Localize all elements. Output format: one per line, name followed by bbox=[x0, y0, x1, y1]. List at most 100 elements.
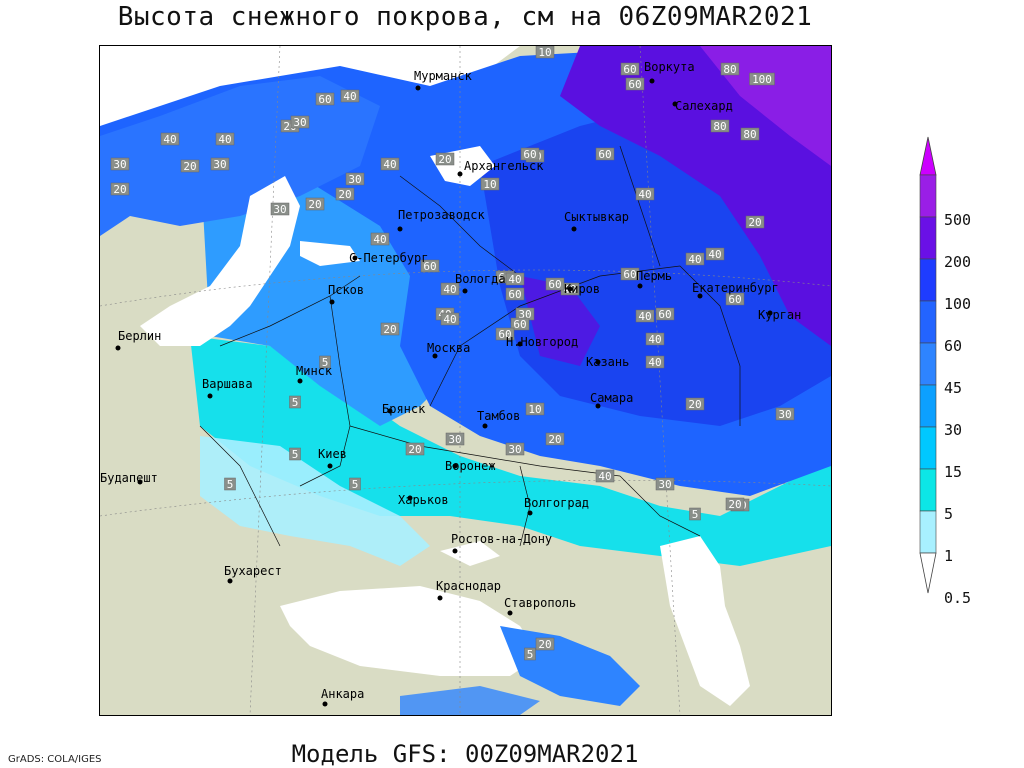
city-marker bbox=[697, 293, 703, 299]
city-marker bbox=[397, 226, 403, 232]
contour-value: 5 bbox=[352, 478, 359, 491]
contour-label-box bbox=[740, 127, 760, 141]
contour-label-box bbox=[160, 132, 180, 146]
city-label: Екатеринбург bbox=[692, 281, 779, 295]
city-label: Псков bbox=[328, 283, 364, 297]
contour-value: 20 bbox=[383, 323, 396, 336]
legend-level-label: 0.5 bbox=[944, 589, 972, 607]
city-marker bbox=[452, 463, 458, 469]
contour-label-box bbox=[635, 309, 655, 323]
contour-value: 10 bbox=[528, 403, 541, 416]
contour-value: 20 bbox=[408, 443, 421, 456]
contour-value: 5 bbox=[692, 508, 699, 521]
city-label: Краснодар bbox=[436, 579, 501, 593]
contour-value: 5 bbox=[227, 478, 234, 491]
city-marker bbox=[115, 345, 121, 351]
contour-label-box bbox=[524, 647, 536, 661]
city-marker bbox=[415, 85, 421, 91]
contour-label-box bbox=[710, 119, 730, 133]
city-label: Курган bbox=[758, 308, 801, 322]
city-marker bbox=[387, 408, 393, 414]
contour-label-box bbox=[224, 477, 236, 491]
city-marker bbox=[137, 479, 143, 485]
contour-label-box bbox=[685, 252, 705, 266]
city-label: Самара bbox=[590, 391, 633, 405]
legend-level-label: 30 bbox=[944, 421, 963, 439]
contour-value: 40 bbox=[688, 253, 701, 266]
contour-value: 20 bbox=[728, 498, 741, 511]
contour-label-box bbox=[689, 507, 701, 521]
contour-value: 60 bbox=[318, 93, 331, 106]
contour-label-box bbox=[535, 637, 555, 651]
contour-label-box bbox=[595, 147, 615, 161]
contour-label-box bbox=[405, 442, 425, 456]
city-label: Волгоград bbox=[524, 496, 589, 510]
contour-value: 40 bbox=[638, 310, 651, 323]
contour-value: 60 bbox=[728, 293, 741, 306]
contour-label-box bbox=[495, 327, 515, 341]
city-label: Ростов-на-Дону bbox=[451, 532, 552, 546]
grads-credit: GrADS: COLA/IGES bbox=[8, 754, 102, 765]
contour-label-box bbox=[775, 407, 795, 421]
contour-value: 10 bbox=[483, 178, 496, 191]
legend-level-label: 60 bbox=[944, 337, 963, 355]
city-label: Архангельск bbox=[464, 159, 544, 173]
contour-value: 5 bbox=[292, 448, 299, 461]
contour-value: 40 bbox=[648, 333, 661, 346]
legend-top-arrow bbox=[919, 136, 937, 176]
contour-value: 40 bbox=[708, 248, 721, 261]
contour-label-box bbox=[620, 62, 640, 76]
contour-label-box bbox=[655, 477, 675, 491]
contour-label-box bbox=[645, 355, 665, 369]
contour-label-box bbox=[620, 267, 640, 281]
contour-value: 60 bbox=[523, 148, 536, 161]
city-marker bbox=[437, 595, 443, 601]
contour-label-box bbox=[525, 402, 545, 416]
contour-label-box bbox=[480, 177, 500, 191]
city-label: Киров bbox=[564, 282, 600, 296]
contour-value: 100 bbox=[752, 73, 772, 86]
legend-swatch bbox=[919, 384, 937, 428]
contour-label-box bbox=[520, 147, 540, 161]
contour-value: 20 bbox=[183, 160, 196, 173]
contour-value: 5 bbox=[292, 396, 299, 409]
contour-label-box bbox=[625, 77, 645, 91]
city-marker bbox=[462, 288, 468, 294]
contour-label-box bbox=[725, 497, 745, 511]
city-marker bbox=[767, 310, 773, 316]
city-label: С-Петербург bbox=[349, 251, 428, 265]
city-label: Брянск bbox=[382, 402, 426, 416]
legend-swatch bbox=[919, 510, 937, 554]
city-marker bbox=[452, 548, 458, 554]
city-label: Тамбов bbox=[477, 409, 520, 423]
city-label: Пермь bbox=[636, 269, 672, 283]
contour-label-box bbox=[315, 92, 335, 106]
contour-value: 5 bbox=[322, 356, 329, 369]
contour-value: 40 bbox=[648, 356, 661, 369]
city-marker bbox=[482, 423, 488, 429]
contour-label-box bbox=[435, 152, 455, 166]
city-marker bbox=[507, 610, 513, 616]
city-marker bbox=[432, 353, 438, 359]
city-label: Вологда bbox=[455, 272, 506, 286]
contour-value: 30 bbox=[273, 203, 286, 216]
contour-value: 40 bbox=[218, 133, 231, 146]
legend-level-label: 5 bbox=[944, 505, 954, 523]
contour-value: 80 bbox=[713, 120, 726, 133]
city-label: Ставрополь bbox=[504, 596, 576, 610]
contour-value: 60 bbox=[513, 318, 526, 331]
contour-label-box bbox=[380, 157, 400, 171]
contour-label-box bbox=[440, 282, 460, 296]
city-marker bbox=[595, 403, 601, 409]
contour-value: 5 bbox=[527, 648, 534, 661]
contour-label-box bbox=[340, 89, 360, 103]
contour-label-box bbox=[345, 172, 365, 186]
legend-swatch bbox=[919, 342, 937, 386]
legend-swatch bbox=[919, 300, 937, 344]
city-label: Сыктывкар bbox=[564, 210, 629, 224]
contour-value: 40 bbox=[443, 283, 456, 296]
contour-value: 60 bbox=[548, 278, 561, 291]
contour-value: 30 bbox=[778, 408, 791, 421]
contour-label-box bbox=[745, 215, 765, 229]
contour-label-box bbox=[505, 287, 525, 301]
